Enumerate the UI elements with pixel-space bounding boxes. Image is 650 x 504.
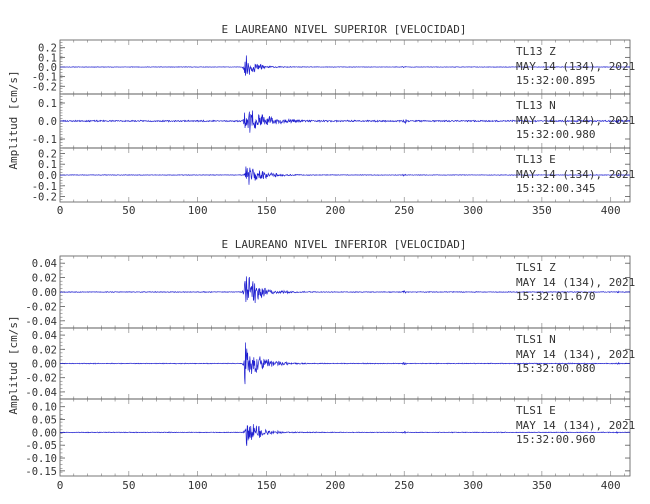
x-tick-label: 300	[463, 204, 483, 217]
trace-time-label: 15:32:01.670	[516, 290, 595, 303]
trace-station-label: TLS1 Z	[516, 261, 556, 274]
upper-group-title: E LAUREANO NIVEL SUPERIOR [VELOCIDAD]	[221, 23, 466, 36]
trace-panel: 0.20.10.0-0.1-0.2 TL13 E MAY 14 (134), 202…	[32, 147, 635, 204]
y-tick-label: 0.1	[38, 98, 57, 110]
waveform-trace	[59, 424, 631, 446]
y-tick-label: 0.2	[38, 43, 57, 55]
waveform-trace	[59, 55, 631, 76]
y-tick-label: -0.1	[32, 181, 57, 193]
y-tick-label: 0.0	[38, 62, 57, 74]
y-axis-label: Amplitud [cm/s]	[7, 315, 20, 414]
x-tick-label: 250	[394, 479, 414, 492]
y-tick-label: -0.2	[32, 81, 57, 93]
y-tick-label: 0.02	[32, 344, 57, 356]
x-tick-label: 200	[325, 204, 345, 217]
y-tick-label: 0.1	[38, 52, 57, 64]
waveform-trace	[59, 110, 631, 133]
x-tick-label: 300	[463, 479, 483, 492]
trace-station-label: TLS1 N	[516, 333, 556, 346]
trace-panel: 0.100.050.00-0.05-0.10-0.15 TLS1 E MAY 14 …	[25, 398, 635, 478]
y-tick-label: -0.1	[32, 72, 57, 84]
x-tick-label: 150	[257, 204, 277, 217]
lower-seismogram-group: Amplitud [cm/s] 0.04 0.02 0.00 -0.02 -0.04 TLS…	[7, 255, 635, 492]
y-tick-label: -0.05	[25, 440, 57, 452]
y-tick-label: -0.02	[25, 373, 57, 385]
trace-station-label: TLS1 E	[516, 404, 556, 417]
y-tick-label: -0.1	[32, 134, 57, 146]
y-tick-label: 0.1	[38, 159, 57, 171]
y-tick-label: -0.15	[25, 466, 57, 478]
y-tick-label: -0.04	[25, 387, 57, 399]
lower-group-title: E LAUREANO NIVEL INFERIOR [VELOCIDAD]	[221, 238, 466, 251]
trace-station-label: TL13 Z	[516, 45, 556, 58]
y-tick-label: 0.04	[32, 330, 57, 342]
trace-station-label: TL13 E	[516, 153, 556, 166]
y-tick-label: -0.10	[25, 453, 57, 465]
y-tick-label: 0.00	[32, 287, 57, 299]
trace-panel: 0.04 0.02 0.00 -0.02 -0.04 TLS1 Z MAY 14 (134)…	[25, 255, 635, 329]
y-tick-label: 0.0	[38, 116, 57, 128]
x-tick-label: 250	[394, 204, 414, 217]
x-tick-label: 100	[188, 204, 208, 217]
waveform-trace	[59, 342, 631, 385]
trace-date-label: MAY 14 (134), 2021	[516, 276, 635, 289]
trace-time-label: 15:32:00.980	[516, 128, 595, 141]
waveform-trace	[59, 276, 631, 303]
trace-date-label: MAY 14 (134), 2021	[516, 419, 635, 432]
x-tick-label: 400	[601, 204, 621, 217]
y-tick-label: 0.00	[32, 359, 57, 371]
y-tick-label: -0.2	[32, 192, 57, 204]
x-tick-label: 150	[257, 479, 277, 492]
x-tick-label: 200	[325, 479, 345, 492]
x-tick-label: 50	[122, 479, 135, 492]
y-tick-label: 0.05	[32, 415, 57, 427]
trace-panel: 0.1 0.0 -0.1 TL13 N MAY 14 (134), 202115:32:…	[32, 93, 635, 149]
x-tick-label: 50	[122, 204, 135, 217]
y-tick-label: 0.10	[32, 402, 57, 414]
y-axis-label: Amplitud [cm/s]	[7, 70, 20, 169]
trace-time-label: 15:32:00.345	[516, 182, 595, 195]
x-tick-label: 400	[601, 479, 621, 492]
y-tick-label: 0.00	[32, 427, 57, 439]
trace-time-label: 15:32:00.080	[516, 362, 595, 375]
y-tick-label: 0.04	[32, 258, 57, 270]
x-tick-label: 0	[57, 479, 64, 492]
trace-date-label: MAY 14 (134), 2021	[516, 168, 635, 181]
trace-date-label: MAY 14 (134), 2021	[516, 60, 635, 73]
x-tick-label: 350	[532, 479, 552, 492]
y-tick-label: 0.02	[32, 273, 57, 285]
trace-time-label: 15:32:00.960	[516, 433, 595, 446]
y-tick-label: 0.0	[38, 170, 57, 182]
trace-panel: 0.20.10.0-0.1-0.2 TL13 Z MAY 14 (134), 202…	[32, 39, 635, 95]
trace-date-label: MAY 14 (134), 2021	[516, 114, 635, 127]
trace-date-label: MAY 14 (134), 2021	[516, 348, 635, 361]
waveform-trace	[59, 166, 631, 185]
trace-station-label: TL13 N	[516, 99, 556, 112]
trace-time-label: 15:32:00.895	[516, 74, 595, 87]
y-tick-label: -0.02	[25, 301, 57, 313]
x-tick-label: 100	[188, 479, 208, 492]
y-tick-label: -0.04	[25, 316, 57, 328]
y-tick-label: 0.2	[38, 148, 57, 160]
x-tick-label: 0	[57, 204, 64, 217]
trace-panel: 0.04 0.02 0.00 -0.02 -0.04 TLS1 N MAY 14 (134)…	[25, 327, 635, 400]
x-tick-label: 350	[532, 204, 552, 217]
